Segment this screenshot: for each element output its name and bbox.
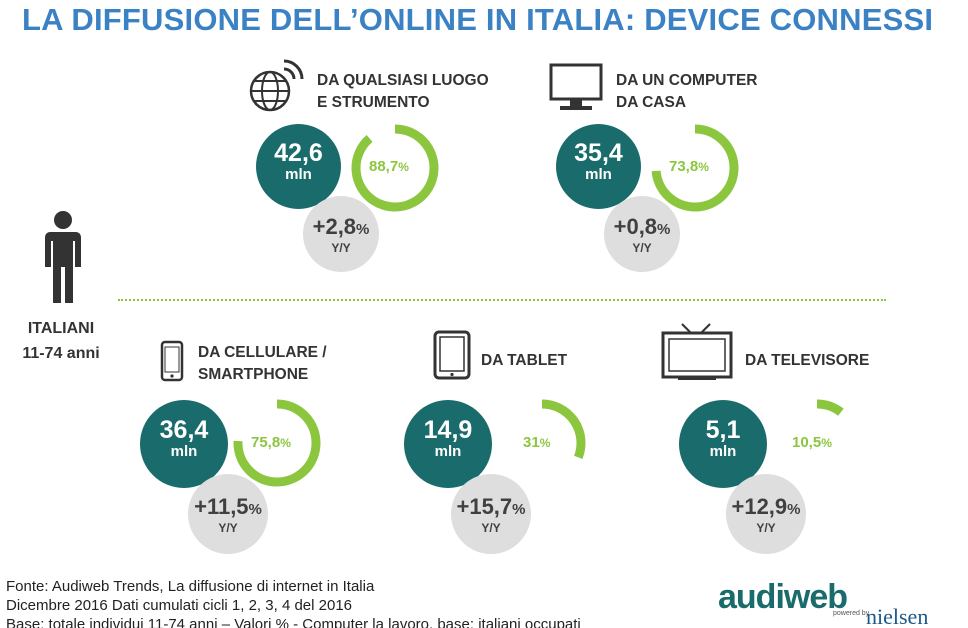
penetration-arc-tablet — [541, 399, 586, 460]
penetration-ring-smartphone — [233, 399, 321, 487]
penetration-ring-tv — [816, 399, 844, 416]
penetration-ring-tablet — [541, 399, 586, 460]
growth-circle-computer: +0,8% Y/Y — [604, 196, 680, 272]
source-line2: Dicembre 2016 Dati cumulati cicli 1, 2, … — [6, 597, 353, 614]
users-circle-any: 42,6 mln — [256, 124, 341, 209]
users-circle-smartphone: 36,4 mln — [140, 400, 228, 488]
penetration-ring-any — [351, 124, 439, 212]
source-line3: Base: totale individui 11-74 anni – Valo… — [6, 616, 581, 628]
growth-circle-tv: +12,9% Y/Y — [726, 474, 806, 554]
person-icon — [45, 211, 81, 303]
penetration-pct-computer: 73,8% — [669, 158, 709, 175]
audiweb-logo: audiweb — [718, 578, 848, 616]
section-divider — [118, 299, 886, 301]
growth-circle-smartphone: +11,5% Y/Y — [188, 474, 268, 554]
penetration-ring-computer — [651, 124, 739, 212]
growth-circle-any: +2,8% Y/Y — [303, 196, 379, 272]
device-label-any: DA QUALSIASI LUOGO E STRUMENTO — [317, 72, 489, 111]
penetration-pct-smartphone: 75,8% — [251, 434, 291, 451]
source-line1: Fonte: Audiweb Trends, La diffusione di … — [6, 578, 375, 595]
growth-circle-tablet: +15,7% Y/Y — [451, 474, 531, 554]
globe-wifi-icon — [249, 59, 304, 112]
tv-icon — [661, 323, 733, 380]
users-circle-tv: 5,1 mln — [679, 400, 767, 488]
page-title: LA DIFFUSIONE DELL’ONLINE IN ITALIA: DEV… — [22, 2, 934, 37]
audience-line2: 11-74 anni — [22, 345, 100, 362]
tablet-icon — [433, 330, 471, 380]
audience-line1: ITALIANI — [27, 320, 95, 337]
device-label-tablet: DA TABLET — [481, 352, 568, 369]
penetration-pct-tablet: 31% — [523, 434, 551, 451]
users-circle-tablet: 14,9 mln — [404, 400, 492, 488]
penetration-arc-tv — [816, 399, 844, 416]
device-label-computer: DA UN COMPUTER DA CASA — [616, 72, 758, 111]
penetration-arc-any — [351, 124, 439, 212]
users-circle-computer: 35,4 mln — [556, 124, 641, 209]
device-label-smartphone: DA CELLULARE / SMARTPHONE — [198, 344, 327, 383]
audience-label: ITALIANI 11-74 anni — [0, 316, 122, 366]
penetration-pct-tv: 10,5% — [792, 434, 832, 451]
smartphone-icon — [160, 340, 184, 382]
penetration-arc-computer — [651, 124, 739, 212]
penetration-arc-smartphone — [233, 399, 321, 487]
powered-by-text: powered by — [833, 610, 870, 617]
device-label-tv: DA TELEVISORE — [745, 352, 870, 369]
source-note: Fonte: Audiweb Trends, La diffusione di … — [6, 577, 581, 628]
penetration-pct-any: 88,7% — [369, 158, 409, 175]
nielsen-logo: nielsen — [866, 604, 929, 628]
monitor-icon — [549, 63, 603, 110]
